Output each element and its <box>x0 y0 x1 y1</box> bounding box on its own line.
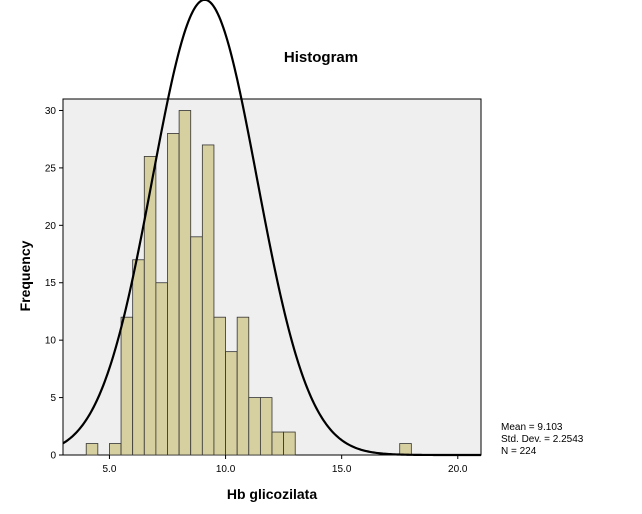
x-tick-label: 10.0 <box>216 464 236 475</box>
y-tick-label: 10 <box>45 336 57 347</box>
stats-box: Mean = 9.103 Std. Dev. = 2.2543 N = 224 <box>501 422 584 457</box>
histogram-bar <box>259 397 273 456</box>
histogram-bar <box>201 144 215 456</box>
histogram-bar <box>155 282 168 456</box>
y-tick-label: 5 <box>50 393 56 404</box>
y-axis-label: Frequency <box>17 240 33 311</box>
x-axis-label: Hb glicozilata <box>227 486 317 502</box>
stat-mean: Mean = 9.103 <box>501 422 563 433</box>
histogram-bar <box>271 431 285 456</box>
histogram-bar <box>109 443 122 456</box>
x-tick-label: 20.0 <box>448 464 468 475</box>
histogram-bar <box>283 431 296 456</box>
y-tick-label: 25 <box>45 163 57 174</box>
curve-layer <box>62 0 481 457</box>
histogram-bar <box>167 133 180 456</box>
histogram-bar <box>399 443 412 456</box>
histogram-bar <box>120 316 134 456</box>
histogram-bar <box>236 316 250 456</box>
histogram-bar <box>225 351 238 456</box>
histogram-bar <box>248 397 261 456</box>
x-tick-label: 15.0 <box>332 464 352 475</box>
histogram-bar <box>190 236 203 456</box>
x-tick-label: 5.0 <box>102 464 116 475</box>
y-tick-label: 20 <box>45 221 57 232</box>
histogram-bar <box>143 156 157 456</box>
normal-curve <box>62 0 481 457</box>
histogram-bar <box>132 259 145 456</box>
chart-title: Histogram <box>284 49 358 66</box>
ticks-layer: 0 5 10 15 20 25 30 5.0 10.0 15.0 20.0 <box>45 106 468 475</box>
bars-layer <box>85 110 412 456</box>
y-tick-label: 30 <box>45 106 57 117</box>
histogram-bar <box>85 443 99 456</box>
histogram-bar <box>213 316 226 456</box>
stat-n: N = 224 <box>501 446 537 457</box>
y-tick-label: 0 <box>50 451 56 462</box>
y-tick-label: 15 <box>45 278 57 289</box>
histogram-bar <box>178 110 192 456</box>
stat-std-dev: Std. Dev. = 2.2543 <box>501 434 584 445</box>
